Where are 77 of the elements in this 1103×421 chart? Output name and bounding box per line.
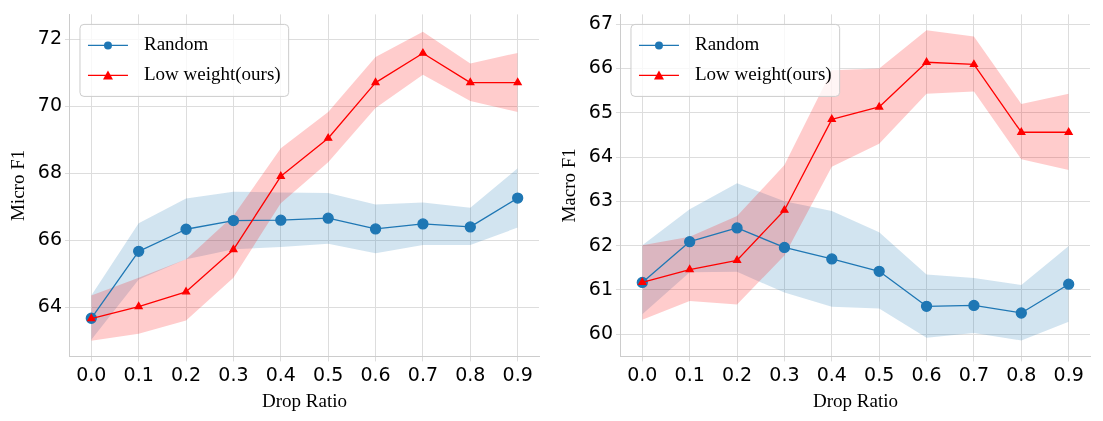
y-tick-label: 66 bbox=[37, 227, 62, 250]
x-tick-label: 0.4 bbox=[265, 362, 296, 385]
point bbox=[1064, 127, 1073, 135]
point bbox=[181, 287, 191, 295]
point bbox=[1017, 127, 1026, 135]
x-tick-label: 0.1 bbox=[123, 362, 154, 385]
point bbox=[1015, 307, 1027, 319]
point bbox=[276, 171, 285, 180]
x-tick-label: 0.2 bbox=[170, 362, 202, 385]
y-tick-label: 65 bbox=[588, 99, 613, 122]
x-tick-label: 0.9 bbox=[502, 362, 533, 385]
x-tick-label: 0.7 bbox=[407, 362, 439, 385]
x-tick-label: 0.9 bbox=[1053, 362, 1084, 385]
point bbox=[229, 245, 238, 253]
point bbox=[685, 264, 694, 273]
x-tick-label: 0.0 bbox=[627, 362, 658, 385]
point bbox=[873, 265, 885, 277]
point bbox=[512, 192, 524, 204]
point bbox=[417, 218, 429, 230]
point bbox=[920, 300, 933, 312]
point bbox=[969, 59, 979, 68]
x-tick-label: 0.4 bbox=[816, 362, 847, 385]
x-axis-title: Drop Ratio bbox=[262, 389, 347, 411]
point bbox=[418, 48, 428, 56]
y-axis-title: Macro F1 bbox=[558, 148, 580, 223]
x-tick-label: 0.8 bbox=[455, 362, 486, 385]
point bbox=[369, 223, 382, 235]
legend-label: Low weight(ours) bbox=[694, 63, 832, 86]
x-tick-label: 0.7 bbox=[958, 362, 990, 385]
y-tick-label: 66 bbox=[588, 55, 613, 78]
point bbox=[322, 212, 334, 224]
y-tick-label: 61 bbox=[588, 276, 613, 299]
point bbox=[826, 253, 838, 265]
y-tick-label: 72 bbox=[37, 26, 62, 49]
point bbox=[922, 57, 931, 65]
y-axis-title: Micro F1 bbox=[7, 149, 29, 222]
point bbox=[180, 223, 192, 235]
y-tick-label: 64 bbox=[37, 294, 62, 317]
point bbox=[1063, 278, 1075, 290]
y-tick-label: 64 bbox=[588, 143, 613, 166]
point bbox=[875, 102, 884, 110]
x-tick-label: 0.2 bbox=[721, 362, 753, 385]
point bbox=[371, 78, 380, 86]
x-tick-label: 0.3 bbox=[218, 362, 249, 385]
x-tick-label: 0.5 bbox=[313, 362, 344, 385]
point bbox=[827, 114, 836, 123]
x-tick-label: 0.8 bbox=[1006, 362, 1037, 385]
x-tick-label: 0.1 bbox=[674, 362, 705, 385]
point bbox=[134, 301, 143, 310]
x-tick-label: 0.6 bbox=[360, 362, 391, 385]
y-tick-label: 67 bbox=[588, 11, 613, 34]
x-tick-label: 0.5 bbox=[864, 362, 895, 385]
point bbox=[275, 214, 287, 226]
x-axis-title: Drop Ratio bbox=[813, 389, 898, 411]
point bbox=[324, 133, 333, 141]
point bbox=[780, 205, 789, 213]
x-tick-label: 0.6 bbox=[911, 362, 942, 385]
x-tick-label: 0.0 bbox=[76, 362, 107, 385]
point bbox=[731, 222, 743, 234]
y-tick-label: 63 bbox=[588, 188, 613, 211]
point bbox=[466, 78, 475, 86]
point bbox=[133, 245, 145, 257]
legend-label: Low weight(ours) bbox=[143, 63, 281, 86]
y-tick-label: 60 bbox=[588, 321, 613, 344]
point bbox=[732, 255, 742, 263]
legend-label: Random bbox=[694, 33, 760, 55]
y-tick-label: 62 bbox=[588, 232, 613, 255]
y-tick-label: 70 bbox=[37, 93, 62, 116]
point bbox=[513, 78, 522, 86]
y-tick-label: 68 bbox=[37, 160, 62, 183]
point bbox=[778, 241, 791, 254]
legend-label: Random bbox=[143, 33, 209, 55]
point bbox=[968, 299, 980, 312]
x-tick-label: 0.3 bbox=[769, 362, 800, 385]
point bbox=[227, 214, 240, 227]
point bbox=[464, 221, 476, 233]
point bbox=[684, 236, 696, 248]
